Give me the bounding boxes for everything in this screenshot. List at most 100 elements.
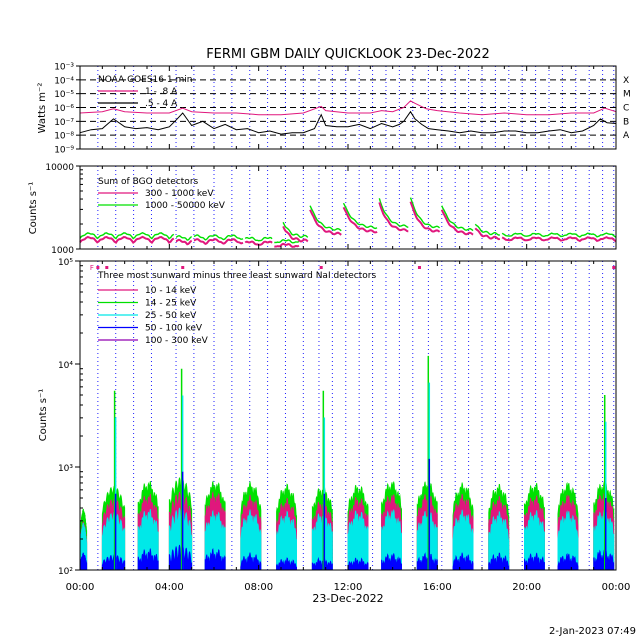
bgo-low-energy-line	[274, 242, 300, 248]
bgo-high-energy-line	[501, 232, 617, 238]
bgo-high-energy-line	[474, 223, 501, 236]
bgo-legend: Sum of BGO detectors 300 - 1000 keV 1000 -…	[98, 177, 226, 211]
goes-series	[79, 100, 617, 135]
date-label: 23-Dec-2022	[312, 592, 383, 605]
nai-orbit-50-100kev	[168, 544, 193, 571]
nai-orbit-50-100kev	[137, 548, 159, 571]
nai-orbit-50-100kev	[488, 552, 510, 571]
bgo-y-tick-label: 10000	[45, 163, 74, 173]
bgo-high-energy-line	[274, 239, 300, 244]
nai-orbit-50-100kev	[276, 557, 297, 571]
goes-y-tick-label: 10⁻⁶	[54, 104, 74, 114]
goes-y-tick-label: 10⁻⁴	[54, 76, 74, 86]
time-axis: 00:00 04:00 08:00 12:00 16:00 20:00 00:00	[66, 66, 631, 593]
goes-legend: NOAA GOES16 1 min 1 - .8 A .5 - 4 A	[98, 75, 192, 109]
bgo-series	[79, 197, 617, 248]
nai-top-marker	[612, 266, 616, 269]
nai-orbit-50-100kev	[381, 553, 402, 571]
bgo-high-energy-line	[409, 197, 441, 229]
bgo-legend-label: 1000 - 50000 keV	[145, 201, 226, 211]
goes-y-tick-label: 10⁻⁷	[54, 118, 74, 128]
flare-class-label: X	[623, 76, 629, 86]
nai-top-marker	[96, 266, 100, 269]
goes-y-tick-label: 10⁻⁸	[54, 132, 74, 142]
nai-orbit-50-100kev	[557, 552, 579, 571]
nai-orbit-25-50kev	[416, 511, 438, 571]
time-tick-label: 00:00	[66, 582, 95, 593]
nai-orbit-25-50kev	[524, 510, 545, 571]
bgo-high-energy-line	[441, 205, 474, 232]
nai-orbit-25-50kev	[311, 511, 333, 571]
nai-y-tick-label: 10²	[58, 567, 73, 577]
nai-y-ticks: 10⁵ 10⁴ 10³ 10²	[58, 258, 83, 577]
time-tick-label: 16:00	[423, 582, 452, 593]
time-tick-label: 04:00	[155, 582, 184, 593]
nai-top-marker	[417, 266, 421, 269]
nai-orbit-50-100kev	[79, 552, 88, 571]
bgo-legend-title: Sum of BGO detectors	[98, 177, 199, 187]
nai-orbit-50-100kev	[593, 549, 615, 571]
bgo-low-energy-line	[378, 202, 409, 233]
figure-title: FERMI GBM DAILY QUICKLOOK 23-Dec-2022	[206, 47, 490, 62]
nai-top-marker	[181, 266, 185, 269]
nai-orbit-25-50kev	[101, 512, 126, 571]
nai-orbit-50-100kev	[240, 552, 262, 571]
goes-series-line-0	[79, 100, 617, 116]
footer-timestamp: 2-Jan-2023 07:49	[549, 626, 636, 637]
bgo-low-energy-line	[474, 227, 501, 241]
nai-orbit-25-50kev	[381, 509, 402, 571]
nai-orbit-25-50kev	[347, 510, 369, 571]
goes-series-line-1	[79, 110, 617, 135]
nai-legend: Three most sunward minus three least sun…	[97, 271, 376, 346]
nai-y-axis-label: Counts s⁻¹	[38, 389, 49, 442]
bgo-high-energy-line	[342, 202, 378, 230]
bgo-low-energy-line	[342, 206, 378, 234]
bgo-low-energy-line	[309, 209, 342, 236]
nai-orbit-25-50kev	[557, 510, 579, 571]
nai-series	[79, 355, 615, 571]
flare-class-label: M	[623, 90, 631, 100]
bgo-y-axis-label: Counts s⁻¹	[28, 182, 39, 235]
bgo-low-energy-line	[409, 201, 441, 233]
bgo-low-energy-line	[501, 236, 617, 243]
flare-class-label: C	[623, 104, 629, 114]
nai-legend-label: 50 - 100 keV	[145, 324, 203, 334]
bgo-low-energy-line	[440, 209, 474, 236]
goes-legend-title: NOAA GOES16 1 min	[98, 75, 192, 85]
nai-orbit-25-50kev	[276, 510, 297, 571]
nai-legend-label: 10 - 14 keV	[145, 286, 197, 296]
time-tick-label: 00:00	[602, 582, 631, 593]
nai-orbit-50-100kev	[347, 557, 369, 571]
flare-class-label: B	[623, 117, 629, 127]
bgo-low-energy-line	[79, 235, 175, 245]
goes-y-tick-label: 10⁻³	[54, 63, 74, 73]
nai-orbit-50-100kev	[311, 556, 333, 571]
bgo-low-energy-line	[193, 238, 244, 246]
goes-y-tick-label: 10⁻⁹	[54, 146, 74, 156]
bgo-y-tick-label: 1000	[51, 246, 74, 256]
nai-orbit-50-100kev	[204, 547, 226, 571]
bgo-legend-label: 300 - 1000 keV	[145, 189, 214, 199]
bgo-high-energy-line	[378, 198, 409, 228]
goes-legend-label: 1 - .8 A	[145, 87, 178, 97]
nai-legend-label: 14 - 25 keV	[145, 299, 197, 309]
flare-class-label: A	[623, 131, 630, 141]
nai-orbit-50-100kev	[416, 552, 438, 571]
nai-orbit-50-100kev	[101, 554, 126, 571]
bgo-high-energy-line	[79, 232, 175, 240]
goes-y-tick-label: 10⁻⁵	[54, 90, 74, 100]
goes-y-ticks: 10⁻³ 10⁻⁴ 10⁻⁵ 10⁻⁶ 10⁻⁷ 10⁻⁸ 10⁻⁹	[54, 63, 80, 156]
bgo-high-energy-line	[176, 235, 192, 241]
bgo-high-energy-line	[309, 205, 342, 232]
nai-top-marker	[319, 266, 323, 269]
time-tick-label: 12:00	[334, 582, 363, 593]
nai-orbit-50-100kev	[524, 552, 545, 571]
nai-top-marker	[105, 266, 109, 269]
nai-legend-label: 25 - 50 keV	[145, 311, 197, 321]
bgo-high-energy-line	[282, 222, 309, 239]
nai-panel: F 10⁵ 10⁴ 10³ 10² Three most sunward minus …	[38, 258, 617, 577]
nai-y-tick-label: 10⁴	[58, 361, 73, 371]
